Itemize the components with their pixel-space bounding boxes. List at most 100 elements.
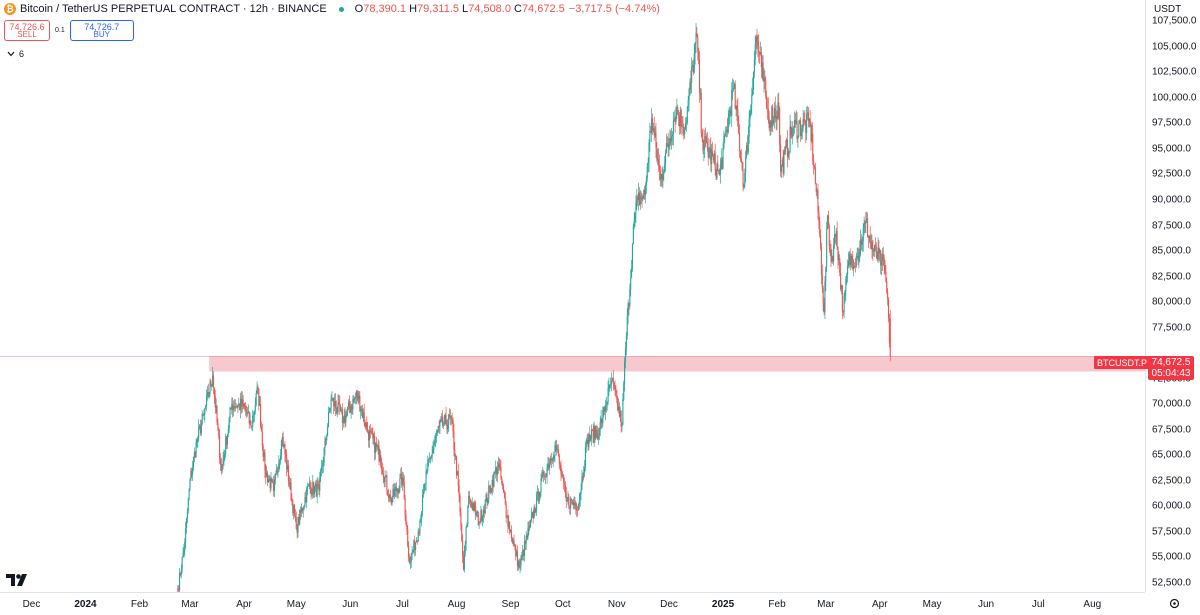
- candle[interactable]: [734, 80, 736, 110]
- candle[interactable]: [637, 182, 640, 211]
- candle[interactable]: [620, 410, 622, 433]
- candle[interactable]: [607, 380, 609, 406]
- candle[interactable]: [517, 559, 519, 571]
- candle[interactable]: [725, 125, 728, 138]
- candle[interactable]: [545, 473, 547, 478]
- candle[interactable]: [787, 148, 789, 160]
- candle[interactable]: [313, 485, 316, 498]
- candle[interactable]: [363, 404, 365, 427]
- candle[interactable]: [373, 432, 375, 446]
- candle[interactable]: [524, 540, 526, 551]
- candle[interactable]: [185, 517, 188, 534]
- candle[interactable]: [728, 107, 730, 127]
- candle[interactable]: [460, 507, 462, 531]
- candle[interactable]: [392, 484, 394, 503]
- candle[interactable]: [295, 511, 297, 530]
- candle[interactable]: [669, 129, 671, 150]
- candle[interactable]: [300, 503, 303, 518]
- candle[interactable]: [349, 401, 351, 414]
- candle[interactable]: [417, 527, 419, 542]
- candle[interactable]: [715, 168, 717, 180]
- candle[interactable]: [262, 443, 264, 462]
- candle[interactable]: [887, 296, 890, 323]
- candle[interactable]: [257, 384, 259, 395]
- candle[interactable]: [778, 92, 780, 120]
- candle[interactable]: [202, 413, 204, 417]
- candle[interactable]: [439, 418, 441, 435]
- candle[interactable]: [490, 487, 492, 494]
- candle[interactable]: [671, 127, 673, 150]
- candle[interactable]: [717, 155, 719, 172]
- candle[interactable]: [725, 126, 727, 137]
- candle[interactable]: [767, 97, 769, 124]
- candle[interactable]: [758, 34, 760, 63]
- candle[interactable]: [279, 458, 281, 470]
- candlestick-chart[interactable]: [0, 0, 1146, 596]
- candle[interactable]: [360, 406, 362, 420]
- candle[interactable]: [880, 249, 882, 275]
- candle[interactable]: [679, 106, 681, 134]
- candle[interactable]: [588, 433, 590, 451]
- candle[interactable]: [721, 157, 723, 170]
- candle[interactable]: [832, 255, 834, 264]
- candle[interactable]: [544, 472, 546, 485]
- candle[interactable]: [400, 468, 402, 479]
- candle[interactable]: [414, 535, 416, 557]
- candle[interactable]: [182, 547, 184, 558]
- candle[interactable]: [663, 169, 665, 182]
- candle[interactable]: [504, 491, 506, 506]
- candle[interactable]: [211, 384, 213, 391]
- candle[interactable]: [213, 387, 215, 404]
- candle[interactable]: [442, 410, 444, 428]
- candle[interactable]: [653, 116, 655, 141]
- candle[interactable]: [618, 401, 620, 418]
- candle[interactable]: [344, 407, 346, 429]
- candle[interactable]: [755, 34, 757, 55]
- candle[interactable]: [590, 434, 592, 442]
- candle[interactable]: [732, 79, 735, 92]
- candle[interactable]: [540, 473, 542, 497]
- candle[interactable]: [853, 259, 855, 277]
- candle[interactable]: [367, 421, 369, 434]
- candle[interactable]: [448, 413, 450, 432]
- candle[interactable]: [666, 136, 668, 148]
- candle[interactable]: [712, 141, 714, 157]
- candle[interactable]: [394, 483, 397, 498]
- candle[interactable]: [650, 125, 652, 134]
- candle[interactable]: [736, 99, 738, 121]
- candle[interactable]: [554, 441, 556, 463]
- candle[interactable]: [440, 415, 442, 423]
- candle[interactable]: [365, 421, 367, 431]
- candle[interactable]: [372, 427, 374, 445]
- candle[interactable]: [576, 502, 578, 517]
- candle[interactable]: [467, 505, 469, 527]
- candle[interactable]: [398, 485, 400, 495]
- candle[interactable]: [475, 500, 477, 520]
- candle[interactable]: [494, 470, 496, 475]
- currency-label[interactable]: USDT: [1154, 4, 1182, 15]
- candle[interactable]: [273, 474, 276, 498]
- candle[interactable]: [785, 140, 787, 155]
- candle[interactable]: [401, 466, 403, 488]
- candle[interactable]: [786, 129, 789, 168]
- candle[interactable]: [359, 391, 361, 412]
- candle[interactable]: [188, 488, 190, 501]
- candle[interactable]: [597, 427, 600, 445]
- candle[interactable]: [335, 400, 337, 415]
- candle[interactable]: [459, 492, 461, 517]
- candle[interactable]: [219, 429, 221, 464]
- candle[interactable]: [531, 511, 533, 519]
- candle[interactable]: [253, 411, 255, 423]
- candle[interactable]: [280, 449, 282, 465]
- candle[interactable]: [702, 128, 704, 155]
- candle[interactable]: [876, 251, 878, 262]
- candle[interactable]: [789, 114, 791, 154]
- candle[interactable]: [274, 473, 276, 485]
- candle[interactable]: [864, 220, 866, 233]
- candle[interactable]: [477, 511, 479, 526]
- candle[interactable]: [498, 458, 500, 471]
- candle[interactable]: [192, 461, 194, 481]
- candle[interactable]: [268, 474, 270, 482]
- candle[interactable]: [838, 251, 840, 266]
- candle[interactable]: [546, 463, 548, 484]
